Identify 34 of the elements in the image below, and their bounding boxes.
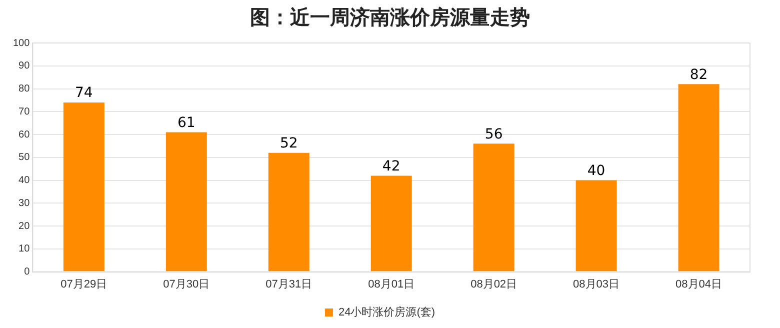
data-label: 52 bbox=[280, 135, 298, 152]
legend-label: 24小时涨价房源(套) bbox=[338, 306, 436, 319]
bar bbox=[370, 176, 412, 272]
y-tick-label: 70 bbox=[18, 106, 30, 118]
y-tick-label: 0 bbox=[24, 266, 30, 278]
x-tick-label: 07月30日 bbox=[163, 278, 210, 290]
bar bbox=[166, 132, 207, 272]
y-tick-label: 30 bbox=[18, 198, 30, 209]
bar bbox=[473, 144, 514, 272]
data-label: 40 bbox=[587, 162, 606, 179]
data-label: 74 bbox=[75, 85, 93, 102]
data-label: 82 bbox=[690, 66, 708, 83]
y-tick-label: 60 bbox=[18, 129, 30, 140]
y-tick-label: 80 bbox=[18, 84, 30, 95]
bar bbox=[63, 102, 104, 272]
data-label: 42 bbox=[382, 158, 400, 174]
x-tick-label: 08月04日 bbox=[676, 278, 722, 290]
bar bbox=[678, 84, 720, 272]
data-label: 61 bbox=[177, 114, 196, 131]
x-tick-label: 07月29日 bbox=[60, 278, 108, 290]
data-label: 56 bbox=[484, 126, 503, 142]
y-tick-label: 20 bbox=[18, 220, 30, 232]
y-tick-label: 50 bbox=[18, 152, 30, 164]
x-tick-label: 07月31日 bbox=[266, 278, 312, 290]
y-tick-label: 100 bbox=[12, 38, 30, 49]
y-tick-label: 10 bbox=[18, 244, 30, 255]
bar bbox=[576, 180, 617, 272]
bar bbox=[268, 152, 310, 272]
y-tick-label: 40 bbox=[18, 175, 30, 186]
chart-title: 图：近一周济南涨价房源量走势 bbox=[249, 4, 531, 31]
y-tick-label: 90 bbox=[18, 60, 30, 72]
x-tick-label: 08月03日 bbox=[573, 278, 620, 290]
x-tick-label: 08月02日 bbox=[470, 278, 518, 290]
x-tick-label: 08月01日 bbox=[368, 278, 415, 290]
